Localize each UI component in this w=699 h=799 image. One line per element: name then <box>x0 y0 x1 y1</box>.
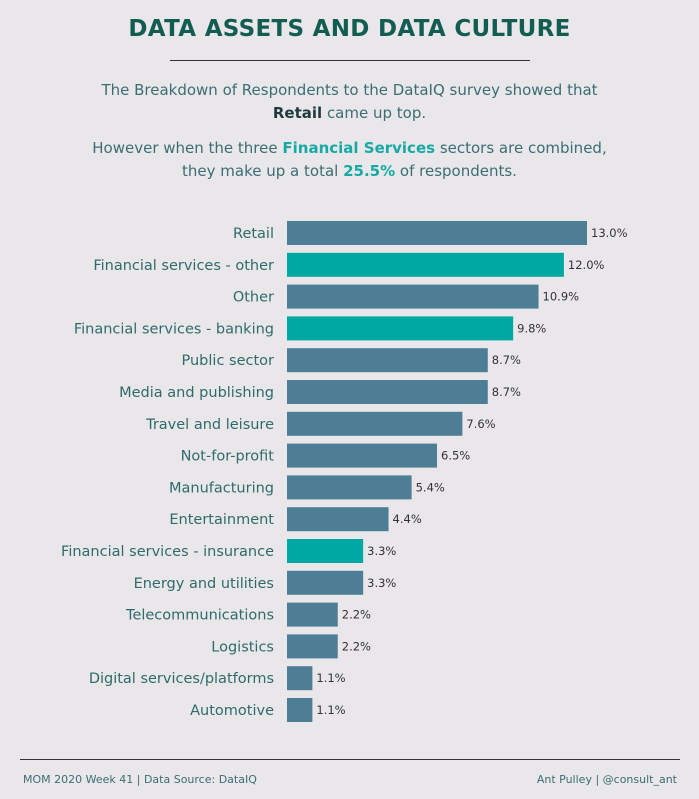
category-label-financial-services-other: Financial services - other <box>93 258 274 274</box>
subtitle-line-3-pre: However when the three <box>92 139 283 157</box>
category-label-energy-and-utilities: Energy and utilities <box>134 576 274 592</box>
bar-media-and-publishing <box>287 380 488 404</box>
value-label-other: 10.9% <box>543 290 580 304</box>
bar-logistics <box>287 634 338 659</box>
value-label-public-sector: 8.7% <box>492 353 521 367</box>
value-label-financial-services-other: 12.0% <box>568 258 605 272</box>
bar-entertainment <box>287 507 389 532</box>
value-label-telecommunications: 2.2% <box>342 608 371 622</box>
category-label-not-for-profit: Not-for-profit <box>181 449 275 465</box>
subtitle-line-4-post: of respondents. <box>395 162 517 180</box>
value-label-financial-services-banking: 9.8% <box>517 321 546 335</box>
bar-energy-and-utilities <box>287 570 364 595</box>
subtitle-line-1: The Breakdown of Respondents to the Data… <box>101 81 598 99</box>
value-label-not-for-profit: 6.5% <box>441 449 470 463</box>
value-label-energy-and-utilities: 3.3% <box>367 576 396 590</box>
category-label-media-and-publishing: Media and publishing <box>119 385 274 401</box>
subtitle-line-2-rest: came up top. <box>322 104 427 122</box>
category-label-financial-services-banking: Financial services - banking <box>74 321 274 337</box>
bar-chart: Retail 13.0% Financial services - other 12.… <box>61 221 628 722</box>
value-label-logistics: 2.2% <box>342 639 371 653</box>
subtitle-financial-services-emphasis: Financial Services <box>282 139 436 157</box>
category-label-financial-services-insurance: Financial services - insurance <box>61 544 274 560</box>
value-label-media-and-publishing: 8.7% <box>492 385 521 399</box>
value-label-retail: 13.0% <box>591 226 628 240</box>
value-label-travel-and-leisure: 7.6% <box>466 417 495 431</box>
bar-digital-services-platforms <box>287 666 313 691</box>
category-label-digital-services-platforms: Digital services/platforms <box>89 671 274 687</box>
footer-divider <box>20 759 680 760</box>
value-label-automotive: 1.1% <box>316 703 345 717</box>
category-label-entertainment: Entertainment <box>169 512 274 528</box>
bar-manufacturing <box>287 475 412 500</box>
category-label-travel-and-leisure: Travel and leisure <box>145 417 274 433</box>
value-label-digital-services-platforms: 1.1% <box>316 671 345 685</box>
bar-other <box>287 284 539 309</box>
subtitle-line-3-post: sectors are combined, <box>435 139 607 157</box>
bar-retail <box>287 221 587 245</box>
bar-financial-services-other <box>287 252 564 277</box>
bar-financial-services-insurance <box>287 539 364 563</box>
category-label-public-sector: Public sector <box>182 353 275 369</box>
bar-public-sector <box>287 348 488 373</box>
value-label-financial-services-insurance: 3.3% <box>367 544 396 558</box>
bar-telecommunications <box>287 602 338 627</box>
footer-source: MOM 2020 Week 41 | Data Source: DataIQ <box>23 773 257 786</box>
subtitle-paragraph-2: However when the three Financial Service… <box>0 137 699 183</box>
bar-not-for-profit <box>287 443 437 468</box>
subtitle-paragraph-1: The Breakdown of Respondents to the Data… <box>0 79 699 125</box>
category-label-logistics: Logistics <box>211 639 274 655</box>
category-label-retail: Retail <box>233 226 274 242</box>
bar-financial-services-banking <box>287 316 514 341</box>
value-label-manufacturing: 5.4% <box>416 480 445 494</box>
category-label-manufacturing: Manufacturing <box>169 480 274 496</box>
subtitle-retail-emphasis: Retail <box>272 104 323 122</box>
bar-travel-and-leisure <box>287 411 463 436</box>
category-label-other: Other <box>233 290 274 306</box>
category-label-automotive: Automotive <box>190 703 274 719</box>
category-label-telecommunications: Telecommunications <box>125 608 274 624</box>
subtitle-total-percent: 25.5% <box>343 162 396 180</box>
bar-automotive <box>287 698 313 722</box>
subtitle-line-4-pre: they make up a total <box>182 162 344 180</box>
chart-title: DATA ASSETS AND DATA CULTURE <box>128 16 571 42</box>
footer-author: Ant Pulley | @consult_ant <box>536 773 677 786</box>
value-label-entertainment: 4.4% <box>393 512 422 526</box>
title-divider <box>170 60 530 61</box>
